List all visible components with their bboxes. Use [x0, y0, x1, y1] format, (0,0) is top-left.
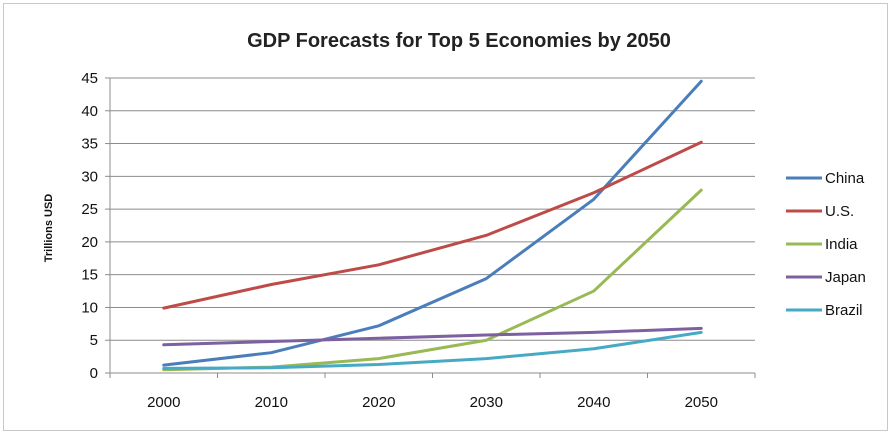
- y-tick-label: 35: [81, 136, 98, 153]
- chart-title: GDP Forecasts for Top 5 Economies by 205…: [247, 30, 671, 52]
- x-tick-label: 2020: [362, 394, 395, 411]
- legend-label: China: [825, 170, 865, 187]
- legend-label: Japan: [825, 269, 866, 286]
- series-line-japan: [162, 326, 703, 347]
- x-tick-label: 2030: [470, 394, 503, 411]
- y-tick-label: 25: [81, 201, 98, 218]
- y-tick-label: 45: [81, 70, 98, 87]
- x-tick-label: 2010: [255, 394, 288, 411]
- x-tick-label: 2050: [685, 394, 718, 411]
- y-tick-label: 30: [81, 168, 98, 185]
- legend-label: U.S.: [825, 203, 854, 220]
- y-tick-labels: 0 5 10 15 20 25 30 35 40 45: [81, 70, 98, 382]
- y-tick-label: 0: [90, 365, 98, 382]
- y-tick-label: 40: [81, 103, 98, 120]
- x-tick-label: 2040: [577, 394, 610, 411]
- series-lines: [162, 79, 703, 372]
- y-axis-label: Trillions USD: [43, 194, 55, 263]
- y-tick-label: 20: [81, 234, 98, 251]
- axes: [105, 77, 756, 378]
- series-line-china: [162, 79, 703, 367]
- y-tick-label: 10: [81, 299, 98, 316]
- y-tick-label: 5: [90, 332, 98, 349]
- legend-label: Brazil: [825, 302, 863, 319]
- y-tick-label: 15: [81, 267, 98, 284]
- x-tick-label: 2000: [147, 394, 180, 411]
- legend-label: India: [825, 236, 858, 253]
- legend: China U.S. India Japan Brazil: [786, 170, 866, 319]
- series-line-u-s: [162, 140, 703, 310]
- series-line-brazil: [162, 330, 703, 370]
- x-tick-labels: 2000 2010 2020 2030 2040 2050: [147, 394, 718, 411]
